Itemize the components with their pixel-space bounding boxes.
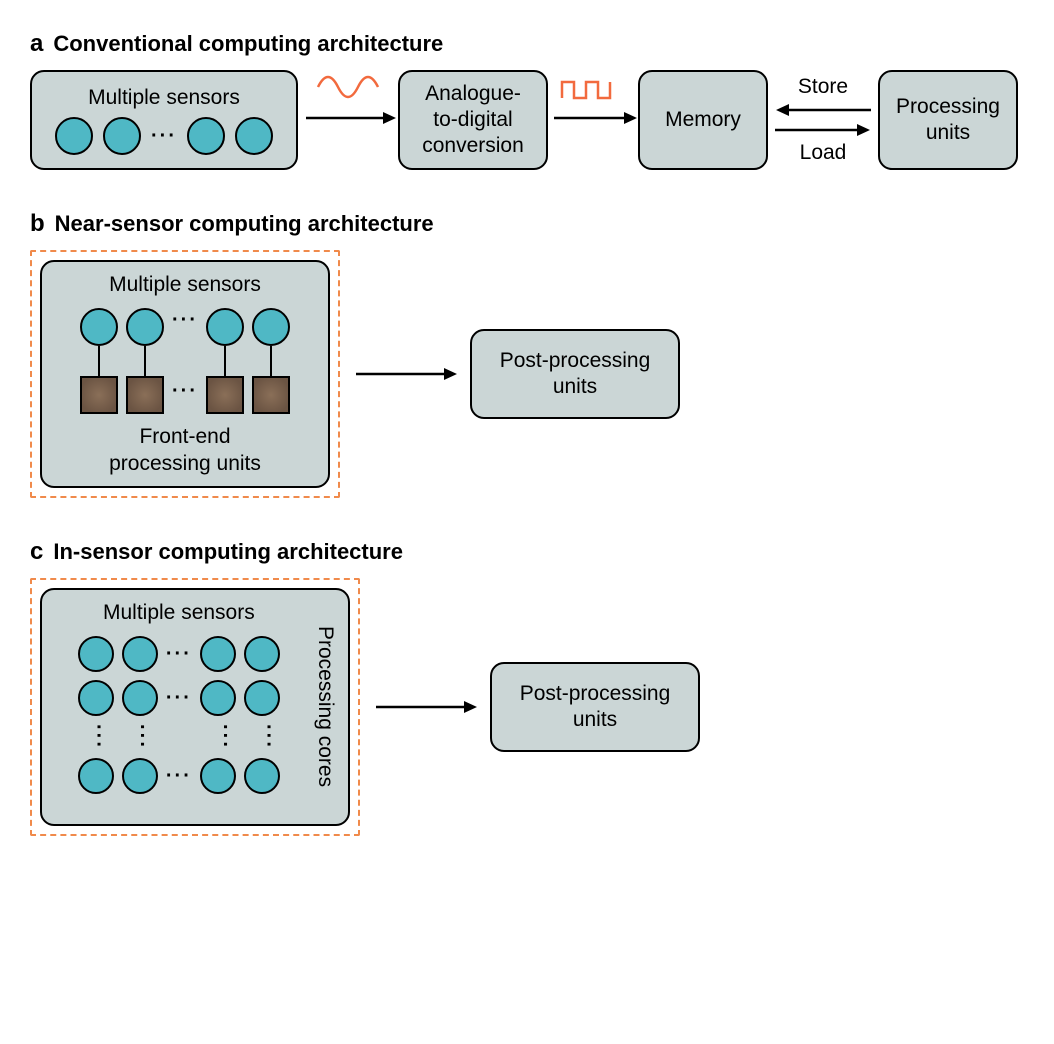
dashed-wrap-c: Multiple sensors ··· ··· [30,578,360,836]
load-label: Load [800,141,847,165]
proc-square [80,376,118,414]
v-ellipsis: ··· [121,724,153,750]
sensor-circle [122,636,158,672]
sensor-circle [78,758,114,794]
arrow-right-icon [298,106,398,130]
sensor-circle [78,680,114,716]
sensors-label-c: Multiple sensors [103,600,255,626]
post-label-b: Post-processing units [500,348,651,401]
sensor-pair [252,308,290,414]
v-ellipsis: ··· [248,724,280,750]
cores-label: Processing cores [312,626,338,787]
sensor-circle [252,308,290,346]
box-processing-a: Processing units [878,70,1018,170]
connector-line [98,346,100,376]
sensor-circle [122,758,158,794]
sensor-circle [200,758,236,794]
connector-line [144,346,146,376]
post-label-c: Post-processing units [520,681,671,734]
sensors-label-b: Multiple sensors [109,272,261,298]
panel-a-text: Conventional computing architecture [53,31,443,57]
proc-square [252,376,290,414]
proc-label-a: Processing units [896,94,1000,147]
ellipsis: ··· [166,686,192,711]
pair-row-b: ··· ··· [80,308,290,414]
sensor-circle [200,636,236,672]
arrow-digital-container [548,106,638,135]
box-post-b: Post-processing units [470,329,680,419]
sensor-circle [235,117,273,155]
ellipsis: ··· [172,379,198,404]
panel-a-letter: a [30,30,43,58]
sensor-circle [200,680,236,716]
sensor-circle [55,117,93,155]
panel-c-letter: c [30,538,43,566]
proc-square [206,376,244,414]
store-load-container: Store Load [768,75,878,165]
sensor-circle [103,117,141,155]
connector-line [224,346,226,376]
proc-square [126,376,164,414]
arrow-right-icon [773,121,873,139]
arrow-b-container [340,362,470,386]
digital-wave-icon [560,76,630,104]
ellipsis: ··· [151,124,177,149]
box-multiple-sensors-a: Multiple sensors ··· [30,70,298,170]
arrow-left-icon [773,101,873,119]
sensor-circle [244,758,280,794]
v-ellipsis: ··· [78,724,110,750]
box-in-sensor: Multiple sensors ··· ··· [40,588,350,826]
panel-c-title: c In-sensor computing architecture [30,538,1024,566]
adc-label: Analogue- to-digital conversion [422,81,524,160]
sensor-circle [126,308,164,346]
panel-c-text: In-sensor computing architecture [53,539,403,565]
panel-b-title: b Near-sensor computing architecture [30,210,1024,238]
memory-label: Memory [665,107,741,133]
sensor-circle [122,680,158,716]
box-post-c: Post-processing units [490,662,700,752]
v-ellipsis: ··· [204,724,236,750]
sensor-circle [244,636,280,672]
box-memory: Memory [638,70,768,170]
sensor-grid: ··· ··· ··· ··· · [78,636,280,794]
panel-b-letter: b [30,210,45,238]
store-label: Store [798,75,848,99]
sensor-pair [80,308,118,414]
sensors-label-a: Multiple sensors [88,85,240,111]
analogue-wave-icon [316,72,386,102]
arrow-wave-container [298,106,398,135]
box-near-sensor: Multiple sensors ··· ··· [40,260,330,488]
connector-line [270,346,272,376]
box-adc: Analogue- to-digital conversion [398,70,548,170]
arrow-right-icon [350,362,460,386]
sensor-pair [126,308,164,414]
panel-c-row: Multiple sensors ··· ··· [30,578,1024,836]
arrow-right-icon [548,106,638,130]
arrow-right-icon [370,695,480,719]
sensors-row-a: ··· [55,117,273,155]
panel-a-title: a Conventional computing architecture [30,30,1024,58]
dashed-wrap-b: Multiple sensors ··· ··· [30,250,340,498]
arrow-c-container [360,695,490,719]
sensor-circle [206,308,244,346]
panel-a-row: Multiple sensors ··· Analogue- to-digita… [30,70,1024,170]
ellipsis: ··· [172,308,198,333]
panel-b-text: Near-sensor computing architecture [55,211,434,237]
ellipsis: ··· [166,642,192,667]
sensor-circle [244,680,280,716]
sensor-pair [206,308,244,414]
frontend-label: Front-end processing units [109,424,261,477]
sensor-circle [187,117,225,155]
ellipsis: ··· [166,764,192,789]
sensor-circle [78,636,114,672]
sensor-circle [80,308,118,346]
panel-b-row: Multiple sensors ··· ··· [30,250,1024,498]
